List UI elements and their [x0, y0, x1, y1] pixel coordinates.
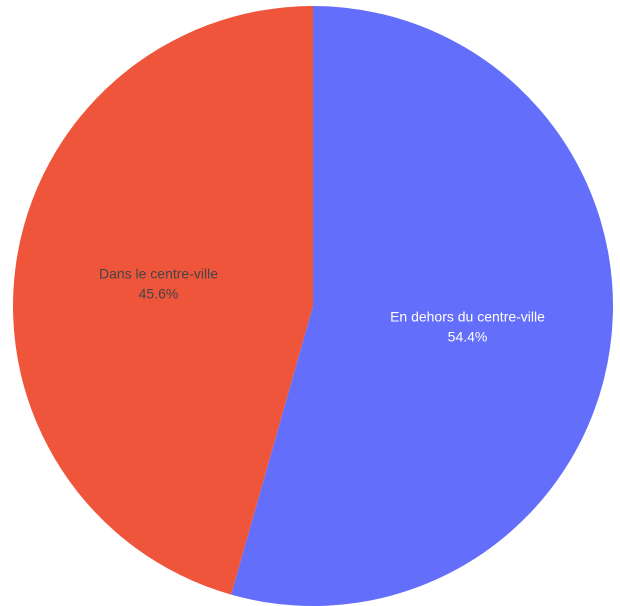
pie-labels: En dehors du centre-ville 54.4% Dans le ce… [99, 266, 545, 345]
slice-label: Dans le centre-ville [99, 266, 218, 282]
pie-slices [13, 6, 613, 606]
pie-slice [13, 6, 314, 595]
slice-label: En dehors du centre-ville [390, 308, 545, 324]
slice-percent-label: 45.6% [139, 286, 179, 302]
slice-percent-label: 54.4% [448, 328, 488, 344]
pie-slice [231, 6, 613, 606]
